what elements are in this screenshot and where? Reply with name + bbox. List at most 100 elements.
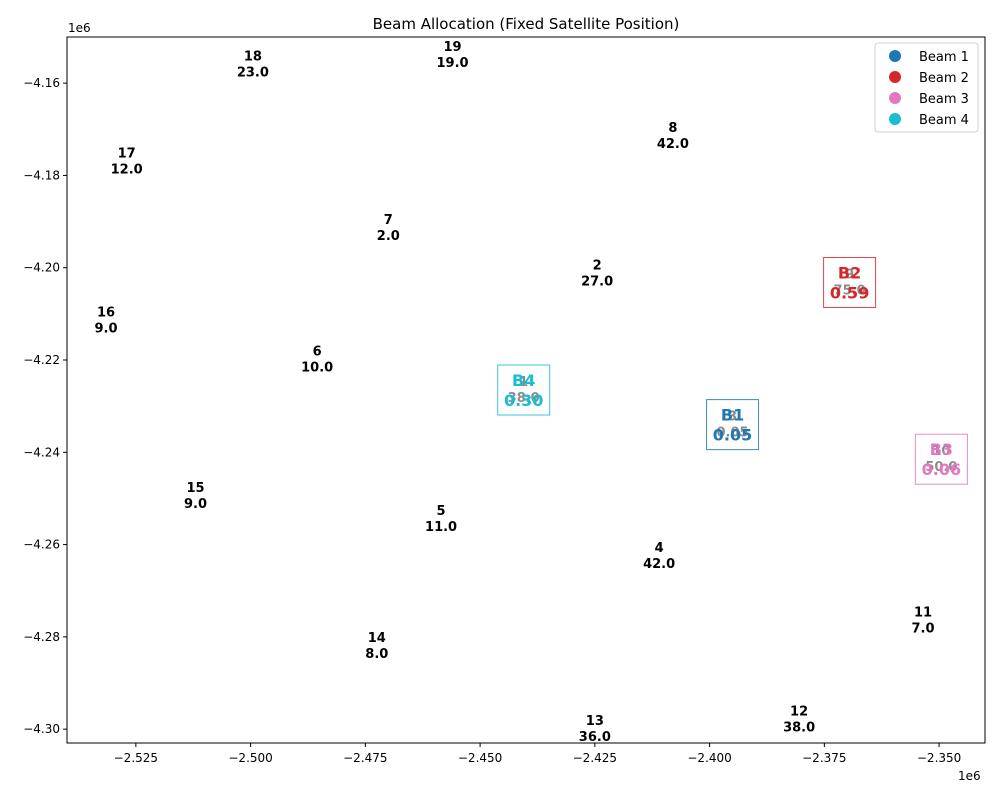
legend-item: Beam 2 — [889, 71, 969, 86]
x-tick-label: −2.400 — [687, 751, 731, 765]
plot-frame — [66, 36, 986, 744]
y-axis-offset-label: 1e6 — [68, 21, 91, 35]
legend-marker — [889, 50, 901, 62]
beam-hidden-user-id: 1 — [519, 375, 528, 390]
user-demand-label: 12.0 — [111, 162, 143, 177]
user-demand-label: 19.0 — [437, 56, 469, 71]
user-point: 442.0 — [643, 541, 675, 572]
user-id-label: 8 — [668, 121, 677, 136]
user-id-label: 15 — [186, 481, 204, 496]
x-tick-label: −2.475 — [343, 751, 387, 765]
axes: −2.525 −2.500 −2.475 −2.450 −2.425 −2.400 −2.3… — [23, 36, 986, 765]
user-point: 610.0 — [301, 345, 333, 376]
user-demand-label: 27.0 — [581, 274, 613, 289]
beam-hidden-user-id: 10 — [932, 444, 950, 459]
user-id-label: 17 — [118, 146, 136, 161]
user-id-label: 13 — [586, 714, 604, 729]
user-id-label: 6 — [313, 345, 322, 360]
user-point: 511.0 — [425, 504, 457, 535]
user-id-label: 7 — [384, 213, 393, 228]
legend: Beam 1 Beam 2 Beam 3 Beam 4 — [874, 42, 979, 133]
user-id-label: 2 — [593, 258, 602, 273]
user-id-label: 5 — [437, 504, 446, 519]
beam-hidden-user-demand: 75.0 — [834, 283, 866, 298]
beam-value-label: 0.59 — [830, 283, 869, 302]
legend-item: Beam 3 — [889, 92, 969, 107]
user-demand-label: 42.0 — [657, 137, 689, 152]
legend-marker — [889, 92, 901, 104]
user-point: 159.0 — [184, 481, 207, 512]
beam-hidden-user-id: 9 — [845, 267, 854, 282]
legend-marker — [889, 71, 901, 83]
user-point: 117.0 — [912, 605, 935, 636]
user-demand-label: 9.0 — [94, 321, 117, 336]
legend-box — [874, 42, 979, 133]
user-demand-label: 11.0 — [425, 520, 457, 535]
beam-short-label: B1 — [721, 406, 744, 425]
user-demand-label: 8.0 — [365, 647, 388, 662]
user-demand-label: 2.0 — [377, 229, 400, 244]
y-tick-label: −4.30 — [23, 722, 60, 736]
beam-value-label: 0.05 — [713, 426, 752, 445]
legend-label: Beam 4 — [919, 113, 969, 128]
beam-short-label: B4 — [512, 371, 535, 390]
y-tick-label: −4.16 — [23, 76, 60, 90]
user-id-label: 11 — [914, 605, 932, 620]
user-demand-label: 42.0 — [643, 557, 675, 572]
user-point: 148.0 — [365, 631, 388, 662]
legend-item: Beam 4 — [889, 113, 969, 128]
user-demand-label: 23.0 — [237, 65, 269, 80]
y-tick-label: −4.28 — [23, 630, 60, 644]
beam-label-box — [706, 399, 760, 451]
beam-value-label: 0.30 — [504, 391, 543, 410]
y-tick-label: −4.26 — [23, 538, 60, 552]
user-id-label: 14 — [368, 631, 386, 646]
beam-hidden-user-demand: 0.05 — [717, 426, 749, 441]
x-tick-label: −2.525 — [114, 751, 158, 765]
y-tick-label: −4.18 — [23, 168, 60, 182]
beam-hidden-user-demand: 50.0 — [925, 460, 957, 475]
x-axis-offset-label: 1e6 — [958, 769, 981, 783]
user-point: 72.0 — [377, 213, 400, 244]
x-tick-label: −2.425 — [573, 751, 617, 765]
beam-label-box — [914, 433, 968, 485]
user-point: 842.0 — [657, 121, 689, 152]
user-demand-label: 36.0 — [579, 730, 611, 745]
chart-title: Beam Allocation (Fixed Satellite Positio… — [373, 15, 680, 33]
beam-hidden-user-id: 3 — [728, 410, 737, 425]
x-tick-label: −2.375 — [802, 751, 846, 765]
user-id-label: 12 — [790, 705, 808, 720]
beam-short-label: B2 — [838, 263, 861, 282]
beam-value-label: 0.06 — [922, 460, 961, 479]
user-id-label: 18 — [244, 49, 262, 64]
user-id-label: 16 — [97, 305, 115, 320]
x-tick-label: −2.450 — [458, 751, 502, 765]
user-id-label: 19 — [444, 40, 462, 55]
y-tick-label: −4.24 — [23, 445, 60, 459]
legend-label: Beam 1 — [919, 50, 969, 65]
y-tick-label: −4.20 — [23, 261, 60, 275]
user-demand-label: 38.0 — [783, 721, 815, 736]
beam-hidden-user-demand: 38.0 — [508, 391, 540, 406]
beam-short-label: B3 — [930, 440, 953, 459]
user-demand-label: 9.0 — [184, 497, 207, 512]
y-tick-label: −4.22 — [23, 353, 60, 367]
x-tick-label: −2.500 — [228, 751, 272, 765]
user-point: 169.0 — [94, 305, 117, 336]
legend-label: Beam 3 — [919, 92, 969, 107]
user-demand-label: 7.0 — [912, 621, 935, 636]
beam-label-box — [823, 256, 877, 308]
user-point: 227.0 — [581, 258, 613, 289]
plot-marks: 227.0442.0511.0610.072.0842.0117.01238.0… — [94, 40, 968, 745]
user-id-label: 4 — [655, 541, 664, 556]
